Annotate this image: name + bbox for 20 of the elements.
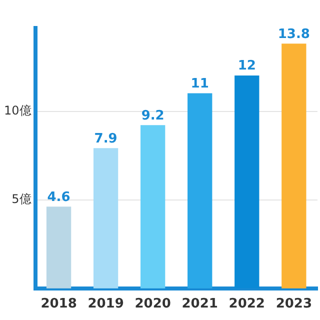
data-label: 9.2 bbox=[141, 108, 164, 124]
x-tick-label: 2021 bbox=[182, 296, 218, 312]
bar bbox=[188, 93, 212, 288]
data-label: 4.6 bbox=[47, 190, 70, 205]
data-label: 7.9 bbox=[94, 131, 118, 146]
x-tick-label: 2020 bbox=[134, 296, 171, 312]
x-tick-label: 2022 bbox=[228, 296, 265, 312]
bar bbox=[140, 125, 166, 288]
data-label: 11 bbox=[190, 76, 209, 92]
x-tick-label: 2023 bbox=[276, 296, 312, 312]
y-tick-label: 10億 bbox=[4, 103, 32, 118]
x-tick-label: 2019 bbox=[88, 296, 124, 312]
data-label: 12 bbox=[238, 58, 256, 74]
data-label: 13.8 bbox=[278, 26, 310, 42]
bar bbox=[93, 148, 118, 288]
bar bbox=[234, 76, 260, 288]
bar bbox=[282, 44, 306, 288]
y-tick-label: 5億 bbox=[12, 192, 32, 206]
x-tick-label: 2018 bbox=[40, 296, 77, 312]
bar bbox=[46, 206, 72, 288]
